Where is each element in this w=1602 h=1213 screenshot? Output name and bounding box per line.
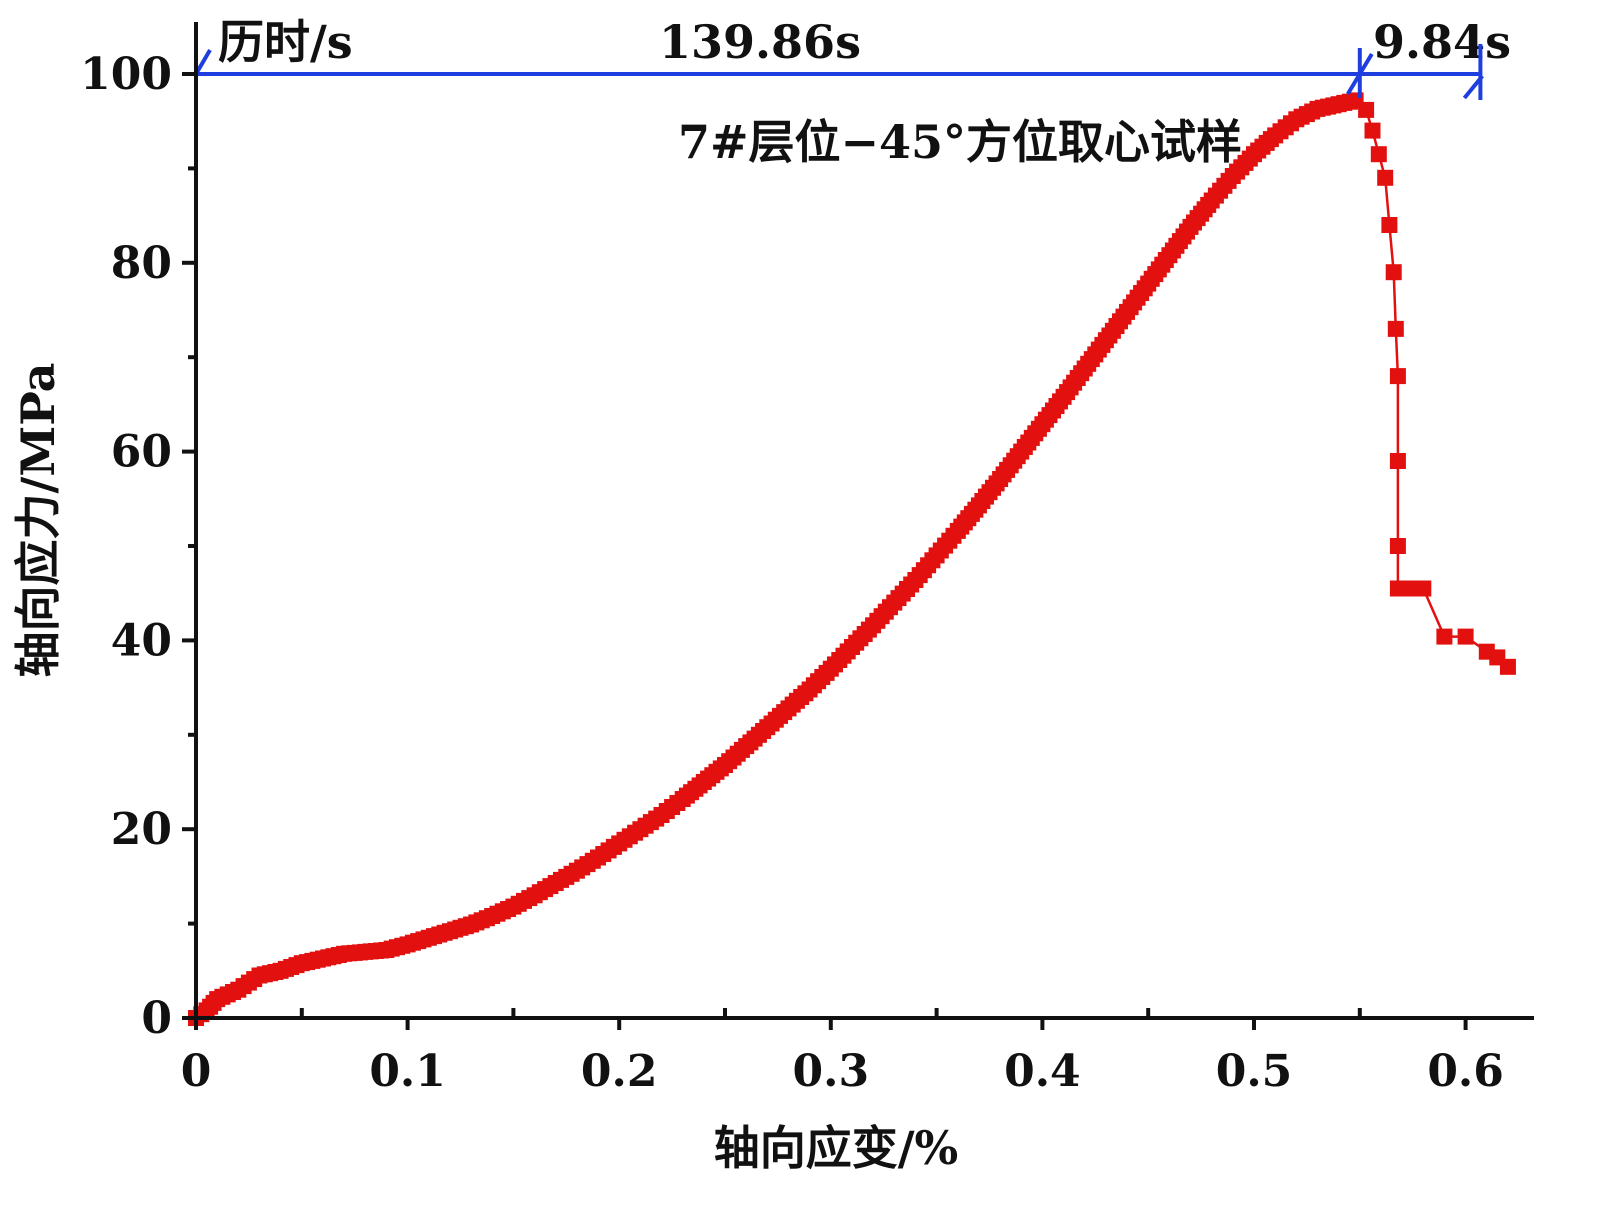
data-point [1389, 538, 1406, 554]
y-tick-label: 80 [111, 238, 172, 289]
data-point [1389, 580, 1406, 597]
axes: 0 0.1 0.2 0.3 0.4 0.5 0.6 0 20 40 60 80 100 [80, 22, 1534, 1097]
marker-layer [188, 92, 1516, 1026]
curve-layer [195, 99, 1509, 1020]
data-point [1358, 101, 1375, 118]
duration-boundary-slash [1346, 52, 1374, 96]
x-tick-label: 0.4 [1004, 1046, 1081, 1097]
data-point [1377, 169, 1394, 186]
duration-start-mark [194, 48, 212, 76]
y-tick-label: 20 [111, 804, 172, 855]
series-line [195, 99, 1509, 1020]
data-point [1381, 217, 1398, 233]
x-tick-label: 0.2 [581, 1046, 658, 1097]
y-axis-title: 轴向应力/MPa [11, 363, 65, 678]
duration-annotation: 历时/s 139.86s 9.84s [194, 15, 1511, 100]
duration-end-slash [1462, 74, 1484, 100]
data-point [1499, 658, 1516, 675]
data-point [1364, 122, 1381, 139]
x-tick-label: 0.3 [793, 1046, 870, 1097]
segment1-duration-label: 139.86s [659, 15, 861, 69]
data-point [1370, 146, 1387, 163]
x-tick-label: 0.6 [1427, 1046, 1504, 1097]
y-tick-label: 100 [80, 49, 172, 100]
data-point [1387, 320, 1404, 337]
data-point [1457, 628, 1474, 645]
x-axis-title: 轴向应变/% [714, 1121, 959, 1175]
y-tick-label: 40 [111, 615, 172, 666]
data-point [1389, 368, 1406, 385]
x-tick-label: 0.1 [369, 1046, 446, 1097]
x-tick-label: 0.5 [1216, 1046, 1293, 1097]
data-point [1415, 580, 1432, 597]
duration-label: 历时/s [218, 15, 353, 69]
data-point [1389, 453, 1406, 469]
data-point [1385, 264, 1402, 281]
chart-title: 7#层位−45°方位取心试样 [678, 115, 1242, 169]
y-tick-label: 60 [111, 427, 172, 478]
segment2-duration-label: 9.84s [1373, 15, 1511, 69]
data-point [1436, 628, 1453, 645]
y-tick-label: 0 [141, 993, 172, 1044]
x-tick-label: 0 [181, 1046, 212, 1097]
